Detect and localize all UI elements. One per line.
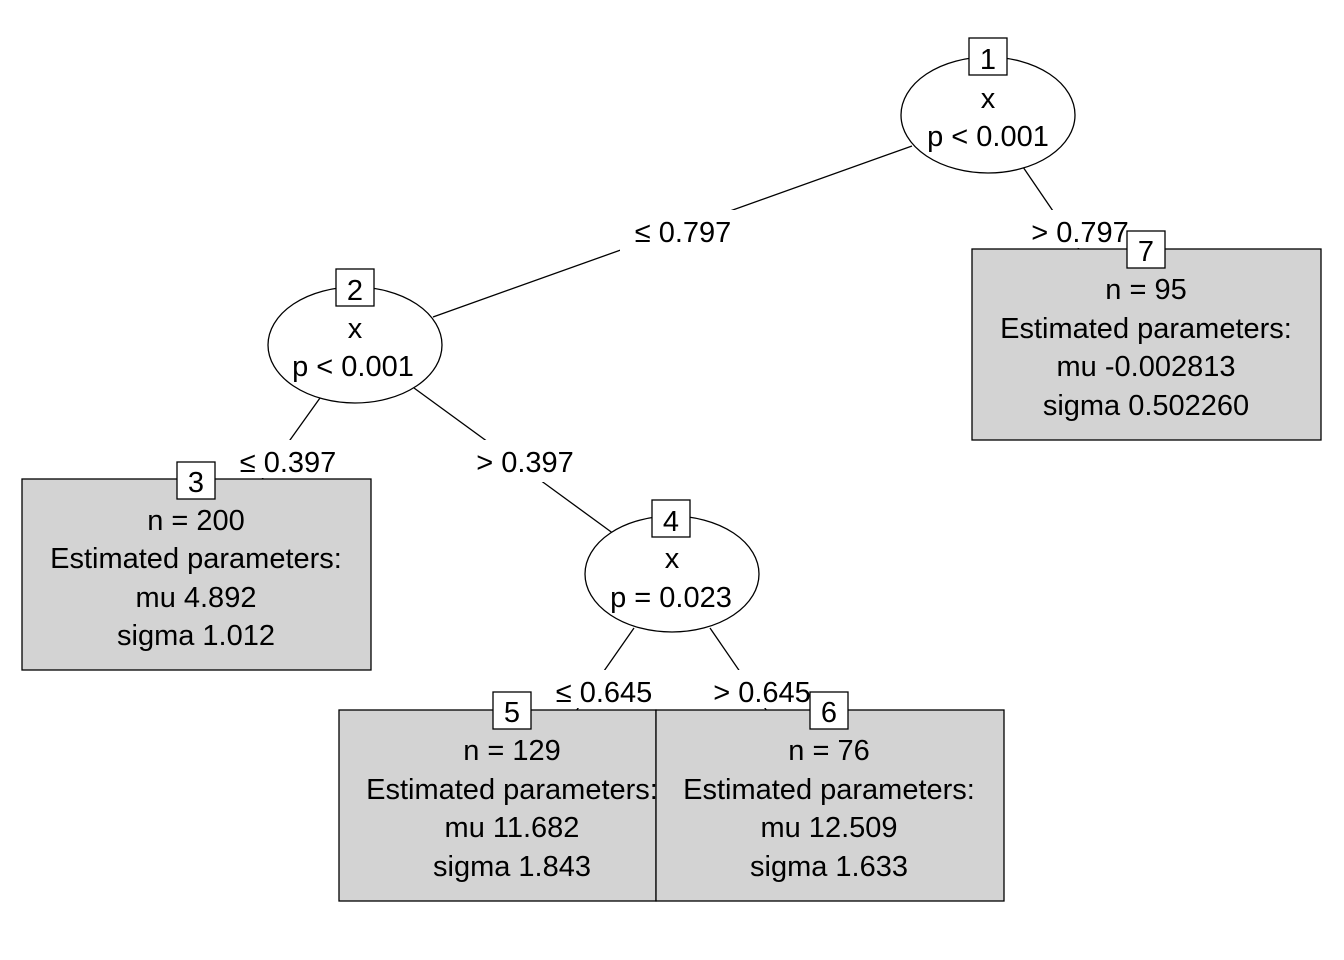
node-4-id: 4 [663, 506, 679, 538]
node-1-id: 1 [980, 44, 996, 76]
svg-text:> 0.397: > 0.397 [476, 447, 574, 479]
svg-text:≤ 0.797: ≤ 0.797 [635, 217, 732, 249]
node-3-header: Estimated parameters: [50, 543, 342, 575]
inner-node-2: x p < 0.001 2 [267, 268, 443, 404]
svg-text:≤ 0.397: ≤ 0.397 [240, 447, 337, 479]
terminal-node-3: n = 200 Estimated parameters: mu 4.892 s… [21, 461, 372, 671]
node-5-sigma: sigma 1.843 [433, 851, 591, 883]
terminal-node-5: n = 129 Estimated parameters: mu 11.682 … [338, 691, 658, 902]
edge-label-4-5: ≤ 0.645 [544, 670, 662, 709]
node-6-count: n = 76 [788, 735, 869, 767]
node-3-count: n = 200 [147, 505, 245, 537]
node-7-count: n = 95 [1105, 274, 1186, 306]
edge-label-1-7: > 0.797 [1020, 210, 1138, 249]
svg-text:> 0.645: > 0.645 [713, 677, 811, 709]
node-5-header: Estimated parameters: [366, 774, 658, 806]
node-4-pvalue: p = 0.023 [610, 582, 732, 614]
edge-label-1-2: ≤ 0.797 [620, 210, 742, 252]
node-5-mu: mu 11.682 [445, 812, 580, 844]
node-7-header: Estimated parameters: [1000, 313, 1292, 345]
node-6-mu: mu 12.509 [760, 812, 897, 844]
inner-node-4: x p = 0.023 4 [584, 499, 760, 633]
node-3-id: 3 [188, 467, 204, 499]
node-7-mu: mu -0.002813 [1057, 351, 1236, 383]
edge-label-2-4: > 0.397 [466, 440, 584, 482]
node-1-pvalue: p < 0.001 [927, 121, 1049, 153]
node-7-id: 7 [1138, 236, 1154, 268]
terminal-node-6: n = 76 Estimated parameters: mu 12.509 s… [655, 691, 1005, 902]
node-5-count: n = 129 [463, 735, 561, 767]
node-6-header: Estimated parameters: [683, 774, 975, 806]
node-6-id: 6 [821, 697, 837, 729]
edge-label-2-3: ≤ 0.397 [228, 440, 346, 479]
node-6-sigma: sigma 1.633 [750, 851, 908, 883]
node-7-sigma: sigma 0.502260 [1043, 390, 1249, 422]
svg-text:> 0.797: > 0.797 [1031, 217, 1129, 249]
node-3-mu: mu 4.892 [136, 582, 257, 614]
terminal-node-7: n = 95 Estimated parameters: mu -0.00281… [971, 230, 1322, 441]
inner-node-1: x p < 0.001 1 [900, 37, 1076, 174]
node-5-id: 5 [504, 697, 520, 729]
edge-label-4-6: > 0.645 [702, 670, 820, 709]
svg-text:≤ 0.645: ≤ 0.645 [556, 677, 653, 709]
node-2-variable: x [348, 313, 363, 345]
node-1-variable: x [981, 83, 996, 115]
node-2-id: 2 [347, 275, 363, 307]
node-3-sigma: sigma 1.012 [117, 620, 275, 652]
node-4-variable: x [665, 543, 680, 575]
node-2-pvalue: p < 0.001 [292, 351, 414, 383]
